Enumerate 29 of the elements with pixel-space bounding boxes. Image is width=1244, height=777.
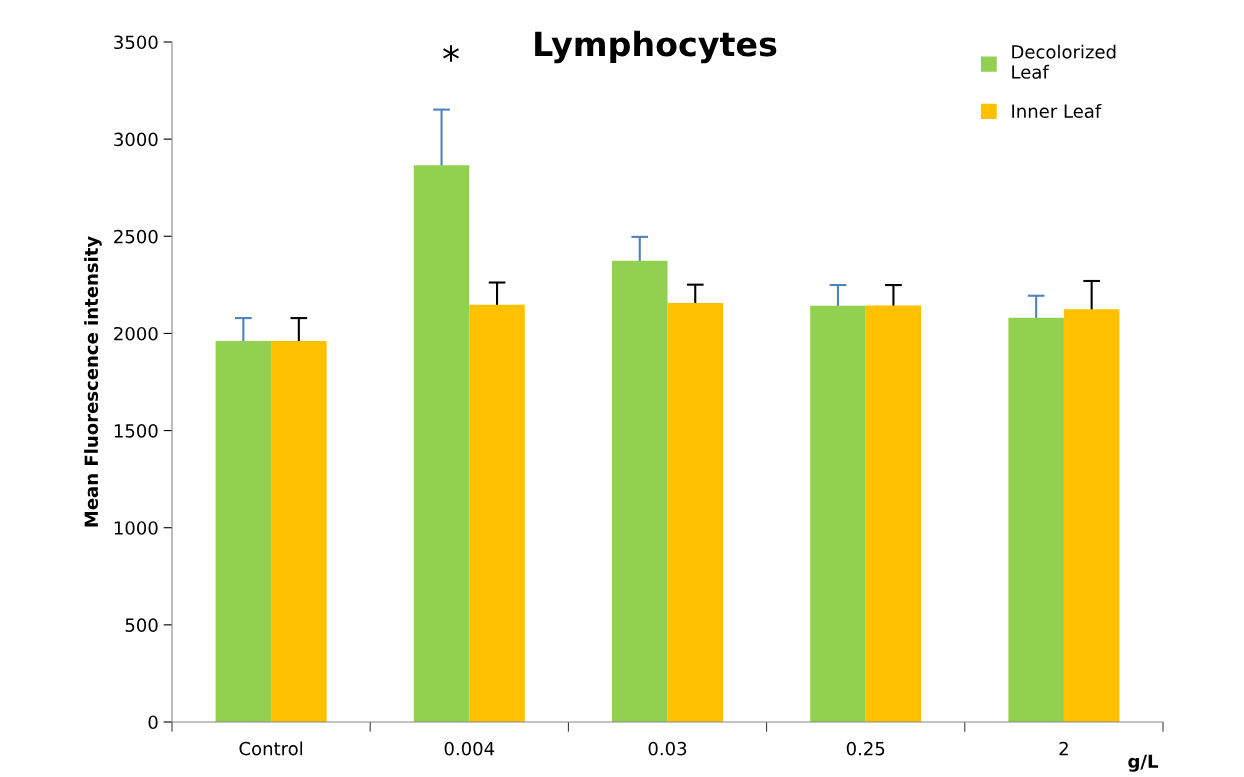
x-tick-label: 0.03	[648, 741, 687, 756]
x-tick-label: 2	[1059, 741, 1068, 756]
bar	[1063, 309, 1120, 722]
x-axis-title: g/L	[1128, 754, 1159, 772]
y-tick-label: 0	[148, 715, 158, 730]
y-tick-label: 3500	[114, 35, 158, 50]
y-tick-label: 2500	[114, 229, 158, 244]
x-tick-label: 0.25	[846, 741, 885, 756]
y-tick-label: 500	[125, 618, 158, 632]
y-tick-label: 3000	[114, 132, 158, 147]
bar	[413, 165, 470, 722]
annotation: *	[443, 45, 459, 62]
y-tick-label: 2000	[114, 326, 158, 341]
bar	[810, 305, 866, 722]
x-tick-label: 0.004	[444, 741, 495, 756]
bar	[215, 341, 272, 722]
bar	[1008, 317, 1064, 722]
chart-title: Lymphocytes	[535, 30, 777, 64]
y-tick-label: 1500	[114, 424, 158, 438]
y-axis-title: Mean Fluorescence intensity	[84, 236, 102, 527]
bar	[469, 304, 525, 722]
legend-label: Decolorized Leaf	[1012, 44, 1116, 79]
bar	[612, 260, 668, 722]
bar	[865, 305, 922, 722]
legend-label: Inner Leaf	[1012, 104, 1102, 118]
x-tick-label: Control	[239, 741, 303, 756]
bar	[667, 302, 723, 722]
y-tick-label: 1000	[114, 521, 158, 535]
bar	[271, 341, 327, 722]
